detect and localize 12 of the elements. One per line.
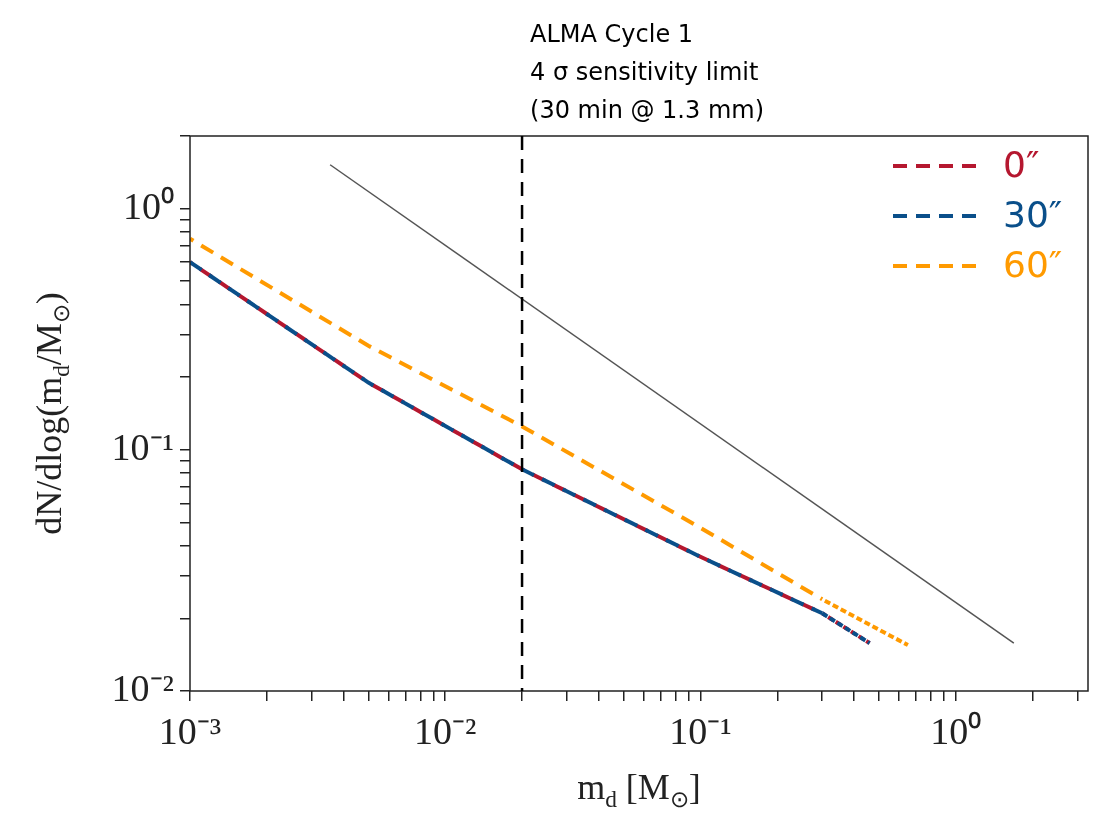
legend-label: 60″ bbox=[1003, 244, 1063, 286]
x-tick-label: 10⁻³ bbox=[158, 709, 222, 752]
x-tick-label: 10⁻¹ bbox=[669, 709, 732, 752]
legend-label: 0″ bbox=[1003, 144, 1040, 186]
y-axis-title: dN/dlog(md/M⊙) bbox=[29, 292, 74, 535]
y-tick-label: 10⁻² bbox=[111, 666, 174, 709]
ref-line-label: ALMA Cycle 1 4 σ sensitivity limit (30 min @ 1.3 mm) bbox=[530, 20, 765, 125]
x-tick-label: 10⁻² bbox=[414, 709, 477, 752]
y-tick-label: 10⁻¹ bbox=[111, 425, 174, 468]
y-tick-label: 10⁰ bbox=[123, 184, 174, 227]
legend-label: 30″ bbox=[1003, 194, 1063, 236]
x-tick-label: 10⁰ bbox=[930, 709, 982, 752]
